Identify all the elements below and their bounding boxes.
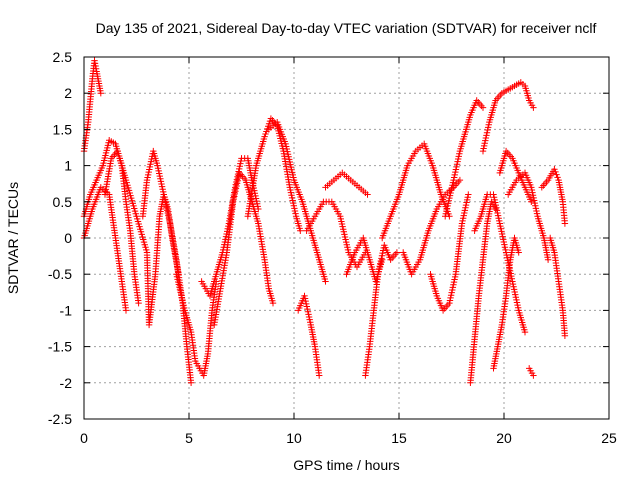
x-tick-label: 10: [286, 430, 302, 446]
y-tick-label: 2.5: [53, 49, 73, 65]
data-point: [515, 249, 522, 256]
series-arc-25: [505, 169, 552, 263]
series-arc-19: [442, 97, 487, 220]
series-arc-26: [526, 365, 537, 379]
data-point: [552, 168, 559, 176]
series-arc-11: [295, 292, 323, 379]
data-point: [92, 62, 99, 70]
series-arc-12: [303, 198, 369, 271]
data-point: [528, 198, 535, 205]
data-point: [92, 65, 100, 72]
series-arc-3: [80, 184, 130, 314]
y-tick-label: 0: [64, 230, 72, 246]
x-tick-label: 25: [601, 430, 617, 446]
data-point: [97, 90, 104, 97]
data-point: [364, 191, 371, 198]
series-arc-23: [479, 79, 537, 155]
y-tick-label: 2: [64, 85, 72, 101]
data-point: [561, 220, 569, 227]
series-arc-27: [538, 166, 569, 227]
axis-ticks: 0 5 10 15 20 25 -2.5 -2 -1.5 -1 -0.5 0 0.5 1 1.5 2 2.5: [48, 49, 617, 446]
y-tick-label: -2.5: [48, 411, 72, 427]
x-tick-label: 15: [391, 430, 407, 446]
data-point: [544, 256, 552, 263]
series-arc-18: [427, 191, 472, 314]
y-tick-label: -1.5: [48, 339, 72, 355]
data-point: [553, 171, 560, 178]
data-point: [456, 176, 464, 184]
data-point: [187, 379, 195, 386]
y-tick-label: 0.5: [53, 194, 73, 210]
series-arc-15: [362, 242, 401, 379]
series-arc-22: [490, 234, 522, 372]
series-arc-5: [139, 147, 195, 386]
x-tick-label: 5: [185, 430, 193, 446]
data-point: [561, 332, 569, 339]
data-point: [122, 307, 130, 314]
x-tick-label: 20: [496, 430, 512, 446]
data-point: [479, 104, 487, 111]
y-tick-label: 1.5: [53, 121, 73, 137]
series-arc-16: [379, 140, 453, 242]
series-arc-24: [496, 147, 535, 205]
data-point: [521, 328, 529, 336]
data-point: [322, 278, 329, 285]
y-axis-label: SDTVAR / TECUs: [5, 182, 21, 294]
data-point: [465, 191, 472, 198]
y-tick-label: -0.5: [48, 266, 72, 282]
series-arc-13: [322, 169, 371, 198]
series-arc-17: [400, 176, 464, 278]
x-axis-label: GPS time / hours: [293, 457, 400, 473]
data-point: [393, 249, 401, 256]
y-tick-label: 1: [64, 158, 72, 174]
data-point: [91, 60, 99, 67]
data-point: [91, 57, 98, 64]
data-point: [530, 372, 537, 379]
data-point: [269, 299, 277, 307]
chart-title: Day 135 of 2021, Sidereal Day-to-day VTE…: [96, 20, 597, 36]
data-markers: [80, 57, 569, 386]
grid: [84, 57, 609, 419]
series-arc-6: [173, 271, 220, 379]
data-point: [554, 174, 561, 181]
data-point: [551, 166, 558, 173]
data-point: [530, 104, 537, 111]
series-arc-7: [198, 155, 262, 300]
series-arc-8: [211, 169, 277, 329]
x-tick-label: 0: [80, 430, 88, 446]
data-point: [135, 299, 142, 307]
series-arc-20: [467, 198, 499, 386]
data-point: [297, 227, 304, 234]
data-point: [316, 372, 323, 379]
y-tick-label: -1: [60, 302, 73, 318]
y-tick-label: -2: [60, 375, 73, 391]
series-arc-28: [547, 234, 569, 339]
